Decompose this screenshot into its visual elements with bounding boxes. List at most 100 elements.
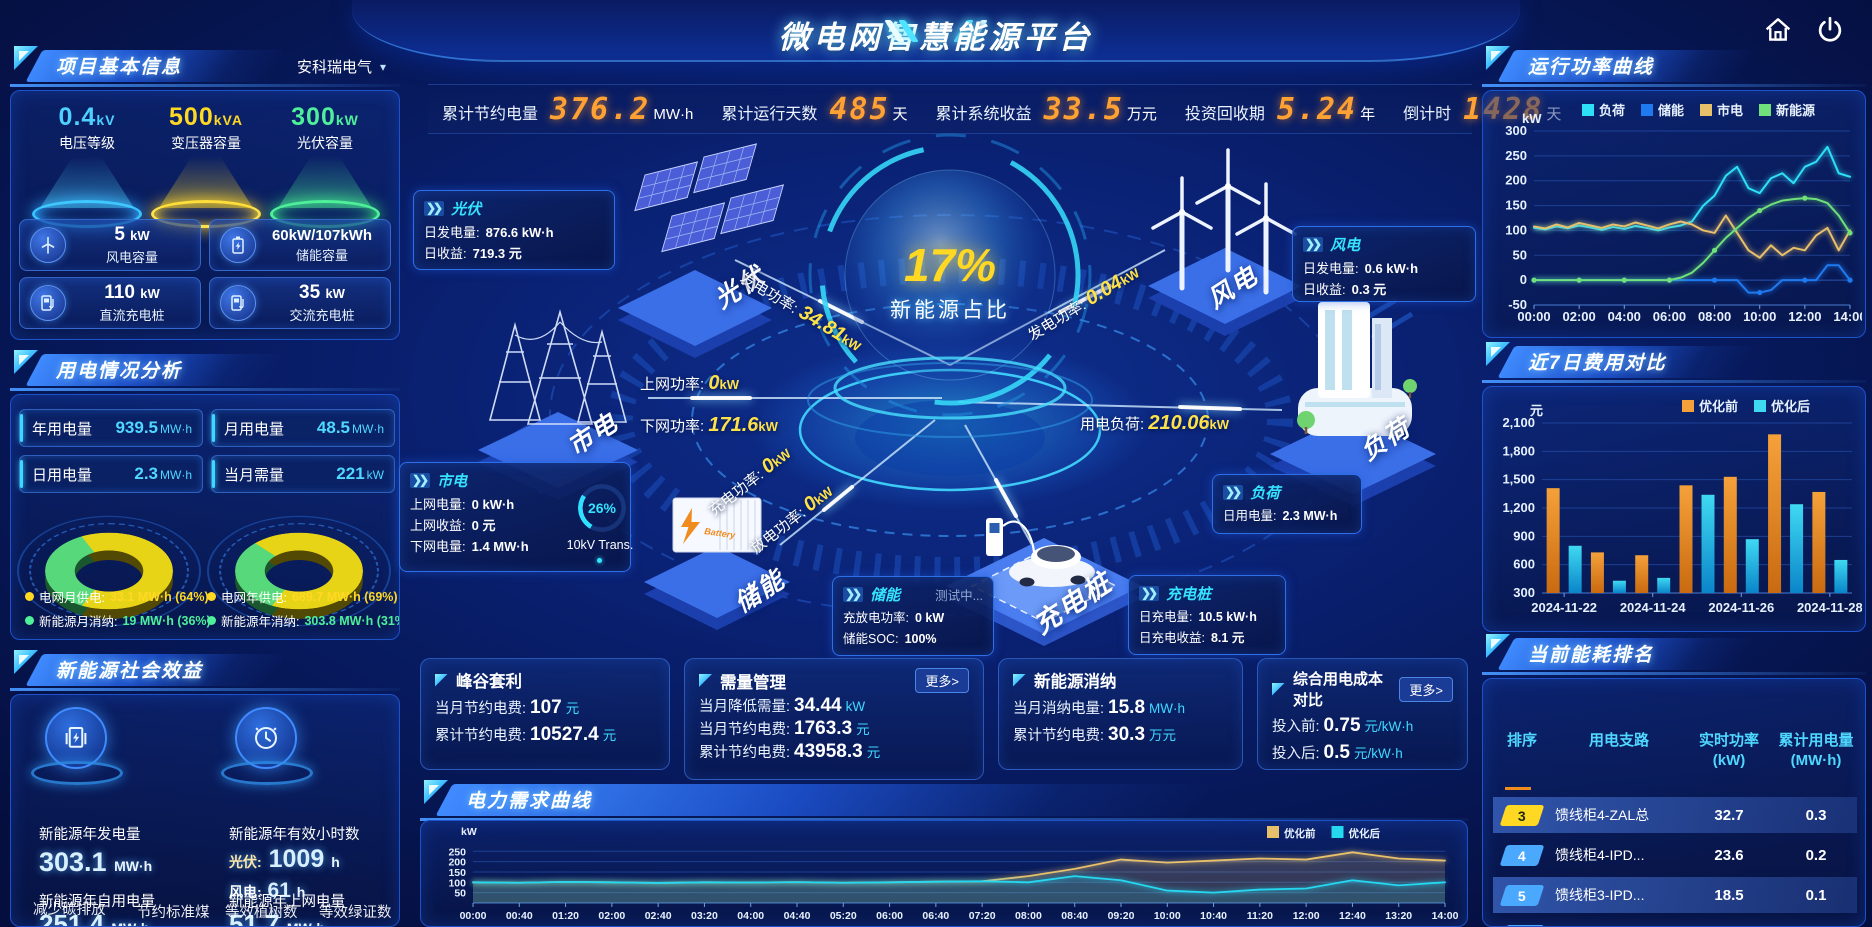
svg-text:250: 250 (448, 846, 466, 858)
ac-charger-capacity-box: 35 kW 交流充电桩 (209, 277, 391, 329)
storage-status: 测试中... (935, 589, 983, 603)
month-demand-stat: 当月需量 221 kW (211, 455, 395, 493)
transformer-label: 10kV Trans. (566, 538, 634, 552)
self-use-label: 新能源年自用电量 (39, 894, 155, 910)
panel-social-benefit: 新能源社会效益 新能源年发电量 303.1 MW·h 新能源年有效小时数 光伏:… (10, 650, 400, 927)
svg-text:2,100: 2,100 (1502, 415, 1535, 430)
svg-text:900: 900 (1513, 528, 1535, 543)
battery-icon (220, 227, 256, 263)
svg-text:优化前: 优化前 (1699, 399, 1738, 414)
panel-cost-compare: 近7日费用对比 300 600 900 1,200 1,500 1,800 2,100 元 优化… (1482, 342, 1866, 632)
company-name: 安科瑞电气 (296, 59, 372, 76)
svg-text:1,200: 1,200 (1502, 500, 1535, 515)
svg-text:00:00: 00:00 (460, 910, 487, 922)
svg-text:2024-11-22: 2024-11-22 (1531, 600, 1597, 615)
year-supply-donut (207, 515, 391, 627)
pv-capacity-stat: 300kW 光伏容量 (263, 103, 387, 228)
pv-node (618, 143, 785, 358)
power-icon[interactable] (1814, 14, 1846, 46)
export-value: 51.7 MW·h (229, 909, 325, 927)
svg-text:04:40: 04:40 (784, 910, 811, 922)
pv-info-box: ❯❯ 光伏 日发电量: 876.6 kW·h 日收益: 719.3 元 (413, 190, 615, 270)
kpi-total-income: 累计系统收益 33.5 万元 (935, 91, 1157, 127)
page-title: 微电网智慧能源平台 (778, 20, 1094, 55)
dc-charger-capacity-box: 110 kW 直流充电桩 (19, 277, 201, 329)
month-supply-donut (17, 515, 201, 627)
export-power-flow: 上网功率: 0kW (640, 372, 739, 394)
svg-text:优化后: 优化后 (1771, 399, 1810, 414)
panel-title: 项目基本信息 (56, 57, 183, 78)
icon-pedestal (31, 761, 123, 785)
svg-text:06:00: 06:00 (1653, 309, 1686, 324)
chevron-right-icon: ❯❯ (1139, 586, 1160, 601)
svg-text:08:40: 08:40 (1061, 910, 1088, 922)
rank-badge: 3 (1499, 804, 1545, 826)
svg-text:00:40: 00:40 (506, 910, 533, 922)
card-demand-management: 需量管理 更多> 当月降低需量: 34.44 kW 当月节约电费: 1763.3 元 累… (684, 658, 984, 780)
svg-text:14:00: 14:00 (1432, 910, 1459, 922)
svg-text:100: 100 (1505, 222, 1527, 237)
svg-text:元: 元 (1530, 403, 1543, 418)
svg-text:300: 300 (1513, 585, 1535, 600)
chevron-right-icon: ❯❯ (410, 473, 431, 488)
certs-label: 等效绿证数 (319, 905, 392, 921)
svg-text:1,500: 1,500 (1502, 472, 1535, 487)
svg-text:14:00: 14:00 (1833, 309, 1862, 324)
wind-turbine-icon (30, 227, 66, 263)
run-power-body: -50 0 50 100 150 200 250 300 kW 负荷 储能 市电 新能源 00:00 02:… (1482, 90, 1866, 338)
usage-body: 年用电量 939.5 MW·h 月用电量 48.5 MW·h 日用电量 2.3 MW·h 当… (10, 394, 400, 640)
table-row: 5 馈线柜3-IPD... 18.5 0.1 (1493, 877, 1857, 913)
svg-text:12:40: 12:40 (1339, 910, 1366, 922)
gauge-dot (597, 558, 602, 563)
svg-text:50: 50 (1513, 247, 1527, 262)
transformer-load-gauge: 26% (578, 484, 626, 532)
renewable-share-pct: 17% (903, 239, 997, 291)
title-decor-right (884, 20, 919, 42)
annual-generation-label: 新能源年发电量 (39, 827, 141, 843)
svg-text:200: 200 (1505, 173, 1527, 188)
self-use-value: 251.4 MW·h (39, 909, 149, 927)
ranking-body: 排序 用电支路 实时功率 (kW) 累计用电量 (MW·h) 3 馈线柜4-ZAL总… (1482, 678, 1866, 927)
coal-label: 节约标准煤 (137, 905, 210, 921)
ac-charger-icon (220, 285, 256, 321)
load-power-flow: 用电负荷: 210.06kW (1080, 412, 1230, 434)
svg-text:优化后: 优化后 (1349, 827, 1381, 840)
svg-text:09:20: 09:20 (1108, 910, 1135, 922)
svg-text:0: 0 (1520, 272, 1527, 287)
demand-more-button[interactable]: 更多> (915, 668, 969, 693)
card-cost-comparison: 综合用电成本对比 更多> 投入前: 0.75 元/kW·h 投入后: 0.5 元/kW·… (1257, 658, 1468, 770)
svg-text:02:00: 02:00 (1563, 309, 1596, 324)
svg-text:03:20: 03:20 (691, 910, 718, 922)
wind-info-box: ❯❯ 风电 日发电量: 0.6 kW·h 日收益: 0.3 元 (1292, 226, 1476, 302)
kpi-running-days: 累计运行天数 485 天 (721, 91, 908, 127)
svg-text:50: 50 (454, 888, 466, 900)
svg-text:Battery: Battery (704, 526, 737, 540)
panel-title: 用电情况分析 (56, 361, 183, 382)
renewable-share-readout: 17% 新能源占比 (870, 238, 1030, 324)
svg-text:02:00: 02:00 (598, 910, 625, 922)
svg-text:kW: kW (1522, 111, 1542, 126)
panel-run-power: 运行功率曲线 -50 0 50 100 150 200 250 300 kW 负荷 储能 市电 新能源 0… (1482, 46, 1866, 338)
annual-hours-label: 新能源年有效小时数 (229, 827, 360, 843)
svg-text:200: 200 (448, 857, 466, 869)
load-info-box: ❯❯ 负荷 日用电量: 2.3 MW·h (1212, 474, 1362, 534)
svg-text:-50: -50 (1508, 297, 1527, 312)
charger-info-box: ❯❯ 充电桩 日充电量: 10.5 kW·h 日充电收益: 8.1 元 (1128, 575, 1286, 655)
hours-clock-icon (235, 707, 297, 769)
benefit-body: 新能源年发电量 303.1 MW·h 新能源年有效小时数 光伏: 1009 h … (10, 694, 400, 927)
pv-gen-power-flow: 发电功率: 34.81kW (736, 269, 864, 355)
wind-capacity-box: 5 kW 风电容量 (19, 219, 201, 271)
generation-icon (45, 707, 107, 769)
export-label: 新能源年上网电量 (229, 894, 345, 910)
rank-badge: 5 (1499, 884, 1545, 906)
svg-text:2024-11-28: 2024-11-28 (1797, 600, 1862, 615)
svg-text:04:00: 04:00 (737, 910, 764, 922)
cost-more-button[interactable]: 更多> (1399, 676, 1453, 702)
svg-text:kW: kW (461, 826, 477, 838)
svg-text:负荷: 负荷 (1599, 103, 1625, 118)
company-select[interactable]: 安科瑞电气 ▾ (297, 56, 386, 77)
home-icon[interactable] (1762, 14, 1794, 46)
card-corner-icon (1013, 673, 1026, 687)
svg-text:300: 300 (1505, 123, 1527, 138)
